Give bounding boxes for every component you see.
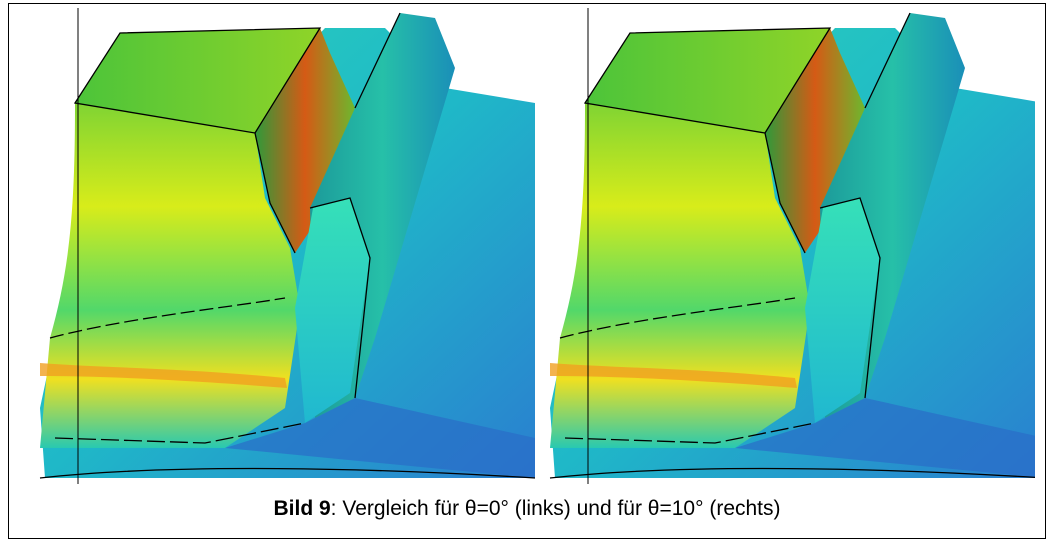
caption-label: Bild 9 — [273, 497, 330, 520]
image-left — [40, 8, 535, 484]
caption-text: : Vergleich für θ=0° (links) und für θ=1… — [331, 497, 781, 520]
caption: Bild 9: Vergleich für θ=0° (links) und f… — [8, 497, 1046, 521]
figure-images — [25, 8, 1035, 484]
image-right — [550, 8, 1035, 484]
